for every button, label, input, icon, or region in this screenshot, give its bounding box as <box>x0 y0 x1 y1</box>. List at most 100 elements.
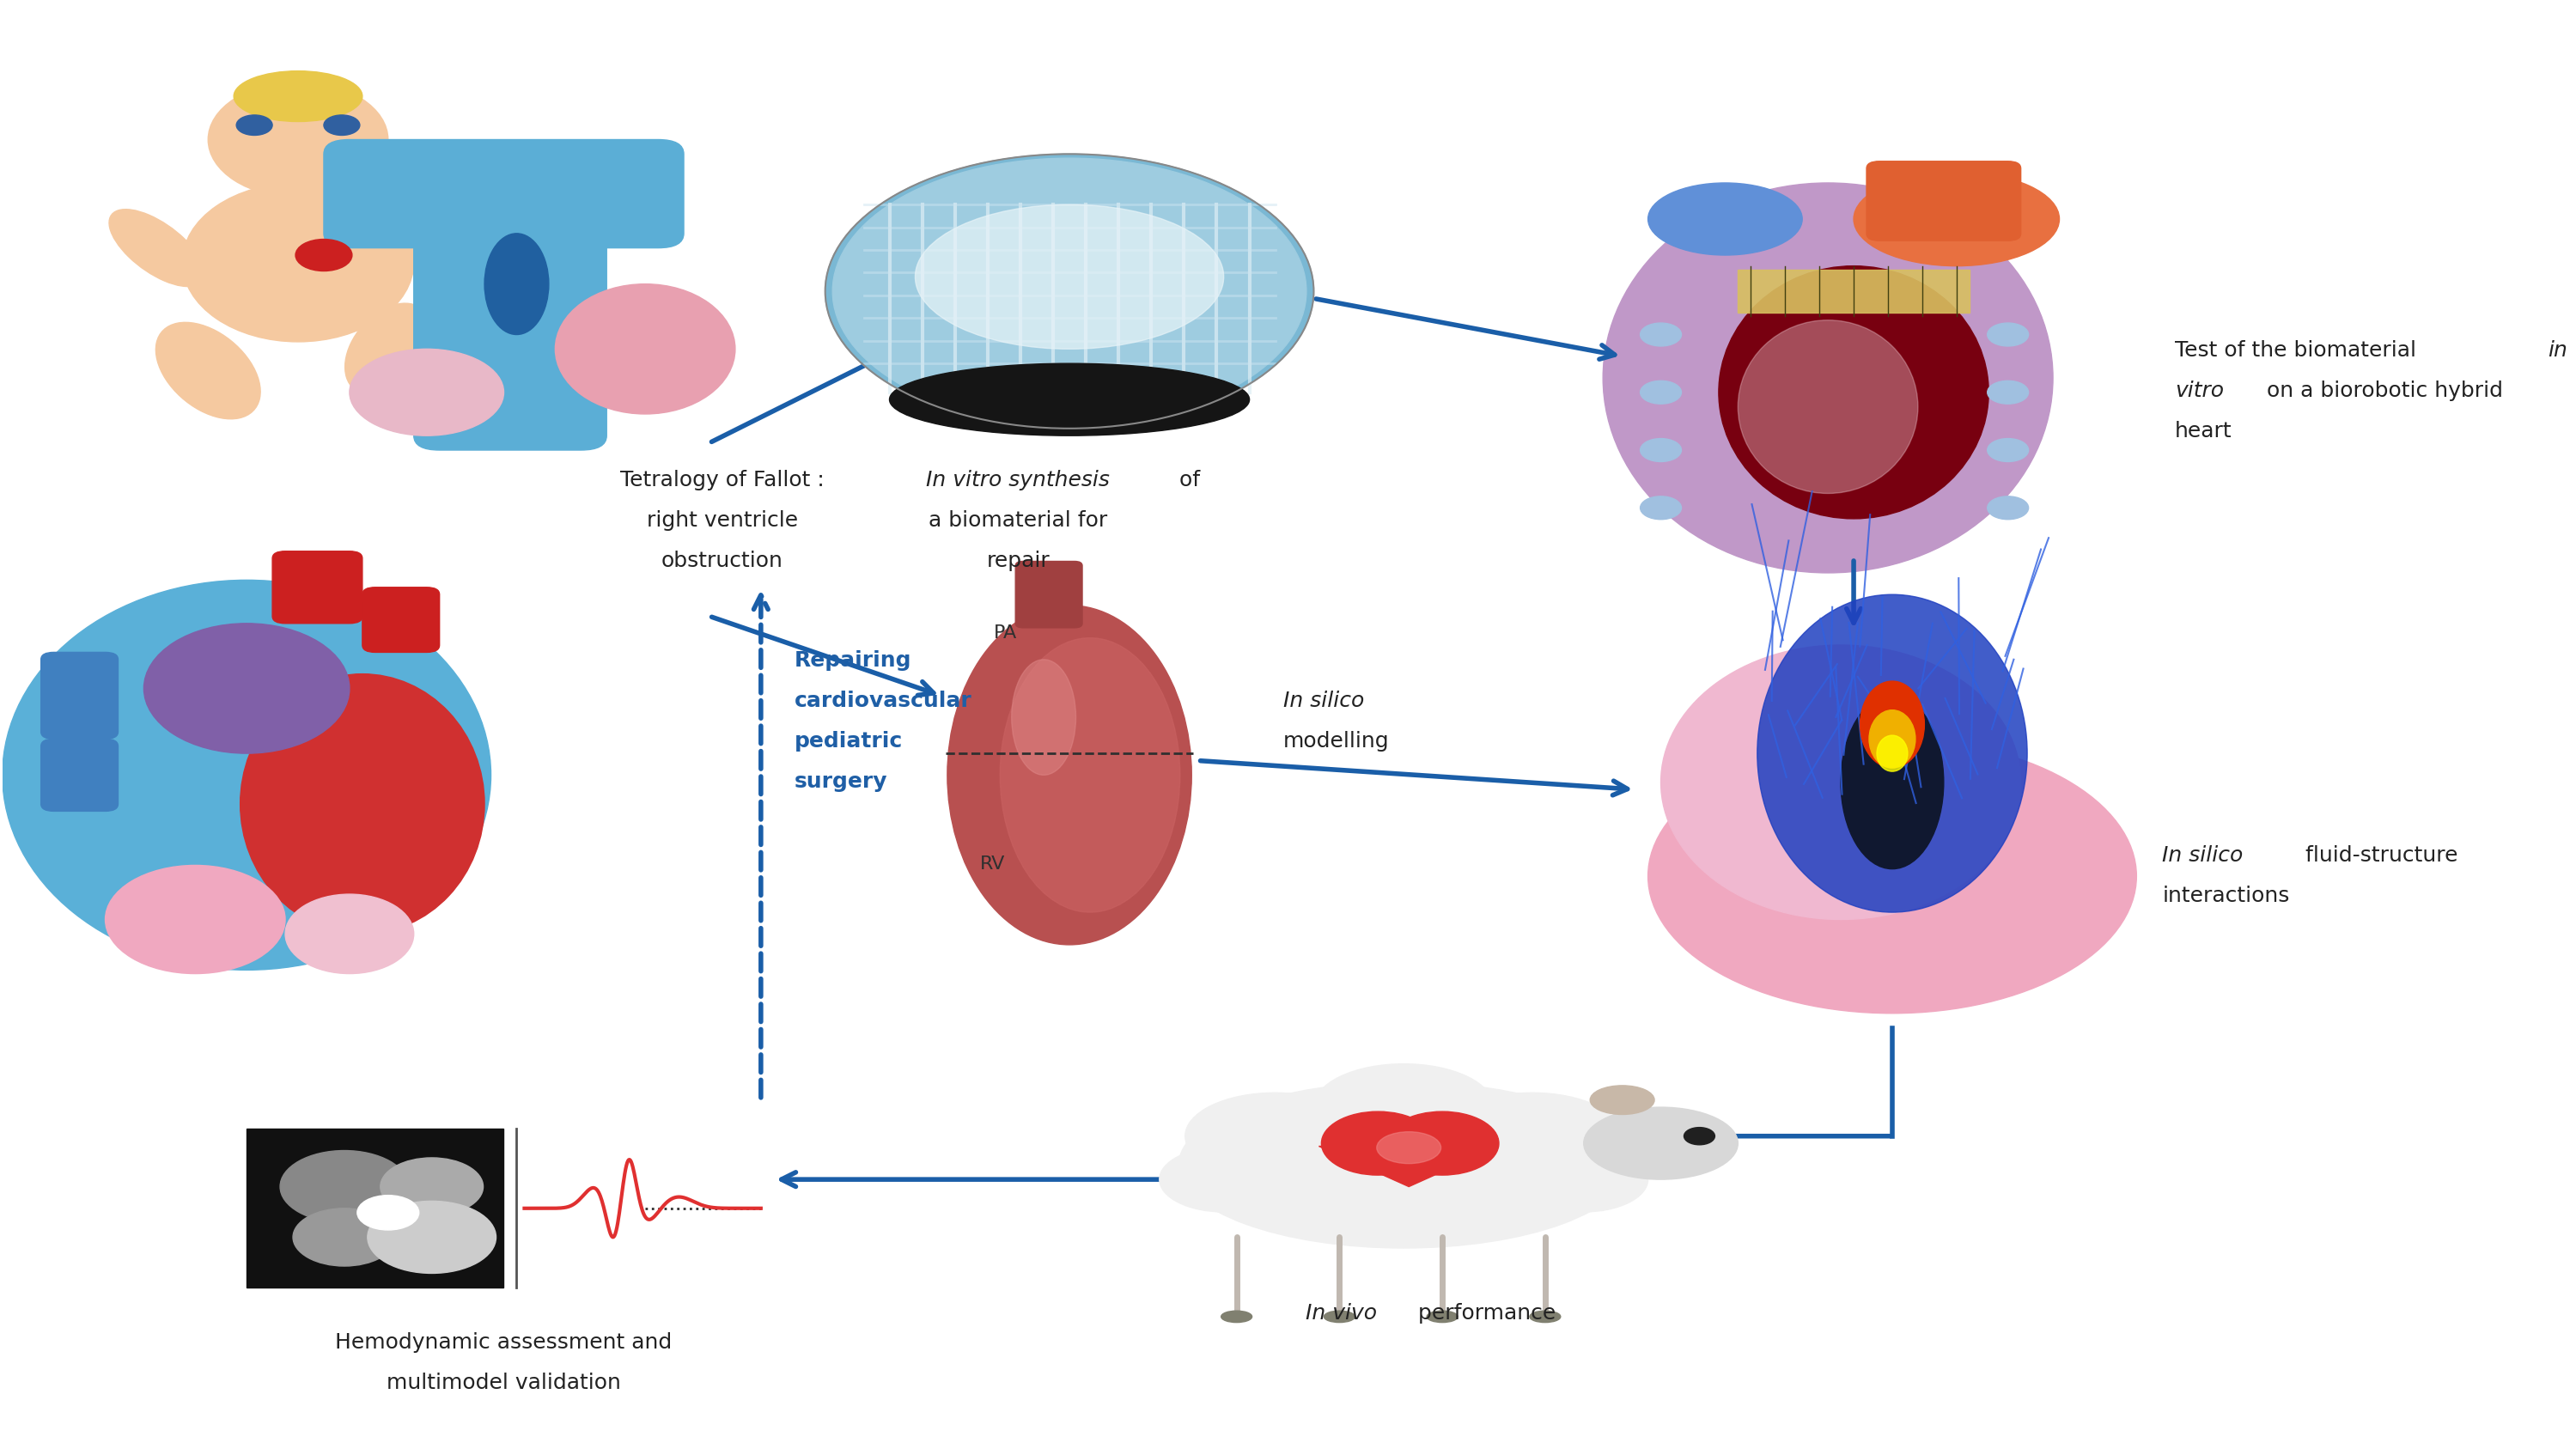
Ellipse shape <box>1649 183 1803 255</box>
Text: in: in <box>2548 341 2568 361</box>
Ellipse shape <box>1530 1311 1561 1323</box>
Circle shape <box>294 1208 397 1266</box>
Ellipse shape <box>3 580 492 969</box>
Ellipse shape <box>948 606 1193 945</box>
Text: a biomaterial for: a biomaterial for <box>927 510 1108 530</box>
Ellipse shape <box>1018 565 1082 623</box>
Circle shape <box>1321 1111 1435 1175</box>
Circle shape <box>1386 1111 1499 1175</box>
Circle shape <box>1986 439 2027 462</box>
Ellipse shape <box>1324 1311 1355 1323</box>
Ellipse shape <box>1878 735 1909 771</box>
Ellipse shape <box>155 322 260 419</box>
Text: PA: PA <box>994 625 1018 642</box>
Text: In silico: In silico <box>2161 845 2244 867</box>
Text: Repairing: Repairing <box>793 651 912 671</box>
Ellipse shape <box>1159 1148 1288 1211</box>
Circle shape <box>1641 497 1682 519</box>
FancyBboxPatch shape <box>1868 161 2020 241</box>
Text: In vitro synthesis: In vitro synthesis <box>927 469 1110 491</box>
Text: obstruction: obstruction <box>662 551 783 571</box>
Text: right ventricle: right ventricle <box>647 510 799 530</box>
Text: of: of <box>1172 469 1200 491</box>
Ellipse shape <box>1589 1085 1654 1114</box>
Ellipse shape <box>1180 1082 1628 1248</box>
FancyBboxPatch shape <box>363 587 440 652</box>
Text: RV: RV <box>979 855 1005 872</box>
Ellipse shape <box>1520 1148 1649 1211</box>
FancyBboxPatch shape <box>41 739 118 811</box>
Ellipse shape <box>1584 1107 1739 1179</box>
Ellipse shape <box>1301 1155 1507 1233</box>
Text: vitro: vitro <box>2174 380 2223 401</box>
Ellipse shape <box>889 364 1249 436</box>
Ellipse shape <box>240 674 484 935</box>
Ellipse shape <box>1855 172 2058 267</box>
Ellipse shape <box>556 284 734 414</box>
Ellipse shape <box>1185 1093 1365 1179</box>
Circle shape <box>358 1195 420 1230</box>
Ellipse shape <box>1662 645 2020 920</box>
Circle shape <box>1986 323 2027 346</box>
Circle shape <box>368 1201 497 1274</box>
Ellipse shape <box>1221 1311 1252 1323</box>
Ellipse shape <box>108 209 204 287</box>
Ellipse shape <box>286 894 415 974</box>
Text: surgery: surgery <box>793 772 889 793</box>
Text: fluid-structure: fluid-structure <box>2298 845 2458 867</box>
Ellipse shape <box>1649 739 2136 1013</box>
Ellipse shape <box>1443 1093 1623 1179</box>
Text: In vivo: In vivo <box>1306 1303 1378 1324</box>
Text: modelling: modelling <box>1283 732 1388 752</box>
Ellipse shape <box>106 865 286 974</box>
FancyBboxPatch shape <box>1015 561 1082 627</box>
Ellipse shape <box>1602 183 2053 572</box>
Ellipse shape <box>484 233 549 335</box>
Ellipse shape <box>1427 1311 1458 1323</box>
Text: In silico: In silico <box>1283 691 1363 711</box>
Ellipse shape <box>234 71 363 122</box>
Ellipse shape <box>1739 320 1919 494</box>
Ellipse shape <box>1718 267 1989 519</box>
Circle shape <box>1641 439 1682 462</box>
Text: performance: performance <box>1412 1303 1556 1324</box>
Text: Test of the biomaterial: Test of the biomaterial <box>2174 341 2424 361</box>
Circle shape <box>1641 323 1682 346</box>
FancyBboxPatch shape <box>247 1129 505 1288</box>
Ellipse shape <box>397 194 484 274</box>
Ellipse shape <box>1012 659 1077 775</box>
Text: Tetralogy of Fallot :: Tetralogy of Fallot : <box>621 469 824 491</box>
FancyBboxPatch shape <box>325 139 683 248</box>
Circle shape <box>824 154 1314 429</box>
Ellipse shape <box>209 81 389 197</box>
Text: cardiovascular: cardiovascular <box>793 691 971 711</box>
Text: heart: heart <box>2174 420 2233 442</box>
Text: Hemodynamic assessment and: Hemodynamic assessment and <box>335 1332 672 1353</box>
Ellipse shape <box>296 239 353 271</box>
Circle shape <box>281 1151 410 1223</box>
Ellipse shape <box>350 349 505 436</box>
Ellipse shape <box>1870 710 1917 768</box>
Circle shape <box>1986 497 2027 519</box>
Circle shape <box>237 114 273 135</box>
Ellipse shape <box>1842 696 1945 869</box>
Circle shape <box>1641 381 1682 404</box>
Text: pediatric: pediatric <box>793 732 902 752</box>
Circle shape <box>325 114 361 135</box>
Circle shape <box>832 158 1306 425</box>
Circle shape <box>1986 381 2027 404</box>
Ellipse shape <box>1757 594 2027 913</box>
Ellipse shape <box>183 183 415 342</box>
Polygon shape <box>1319 1146 1499 1187</box>
FancyBboxPatch shape <box>41 652 118 739</box>
Text: interactions: interactions <box>2161 885 2290 907</box>
FancyBboxPatch shape <box>415 190 605 451</box>
Ellipse shape <box>1860 681 1924 768</box>
Ellipse shape <box>345 303 430 394</box>
Polygon shape <box>1739 270 1971 313</box>
Ellipse shape <box>1376 1132 1440 1164</box>
Text: repair: repair <box>987 551 1048 571</box>
Ellipse shape <box>914 204 1224 349</box>
Ellipse shape <box>144 623 350 753</box>
Ellipse shape <box>1314 1064 1494 1151</box>
